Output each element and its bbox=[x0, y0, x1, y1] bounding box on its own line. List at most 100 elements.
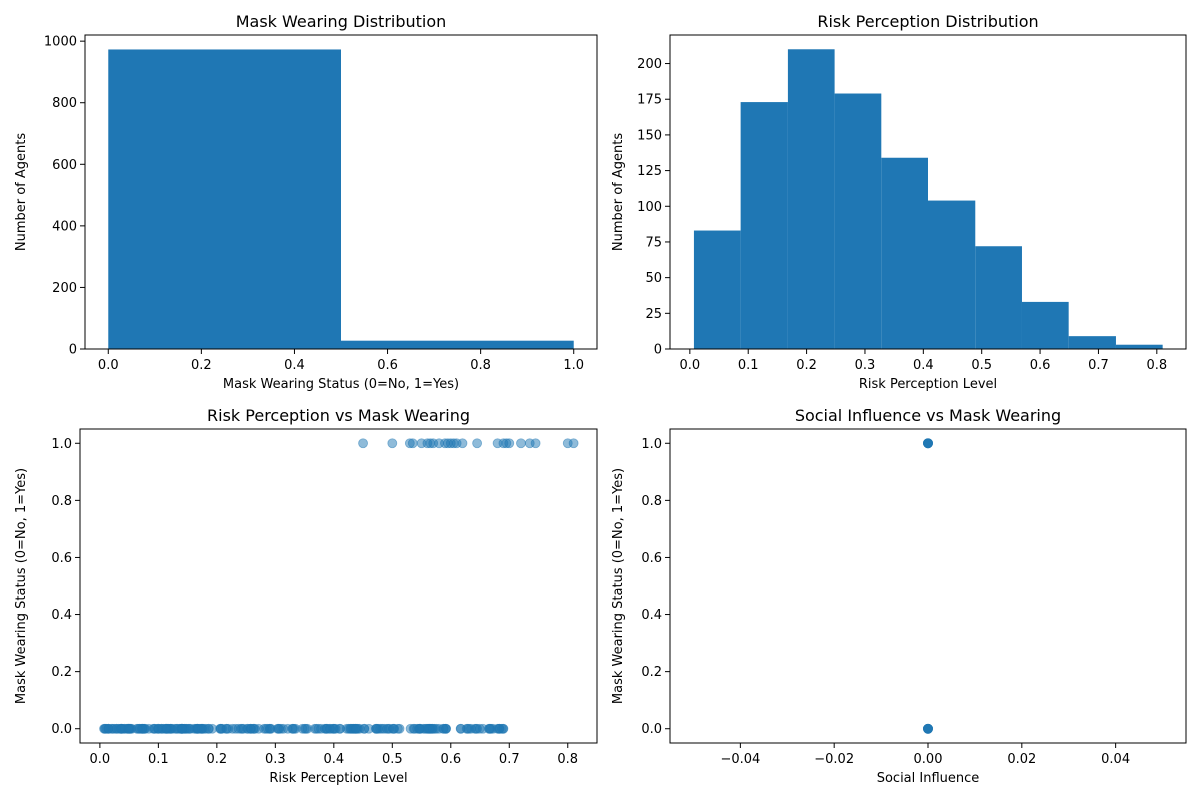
scatter-point bbox=[371, 723, 382, 734]
x-tick-label: −0.02 bbox=[814, 752, 854, 767]
scatter-point bbox=[262, 723, 273, 734]
histogram-bar bbox=[975, 246, 1022, 349]
x-tick-label: 0.4 bbox=[323, 752, 344, 767]
y-tick-label: 75 bbox=[645, 235, 662, 250]
y-tick-label: 1.0 bbox=[51, 437, 72, 452]
y-axis-label: Mask Wearing Status (0=No, 1=Yes) bbox=[14, 468, 29, 704]
scatter-point bbox=[230, 723, 241, 734]
scatter-point bbox=[474, 723, 485, 734]
x-axis-label: Risk Perception Level bbox=[269, 771, 407, 786]
scatter-point bbox=[568, 438, 579, 449]
histogram-bar bbox=[1115, 344, 1163, 349]
scatter-point bbox=[923, 438, 933, 449]
y-tick-label: 100 bbox=[637, 200, 662, 215]
panel-1: 0.0 0.2 0.4 0.6 0.8 1.0 0 200 400 600 800 1000 Mask … bbox=[14, 12, 598, 392]
x-tick-label: 0.4 bbox=[913, 358, 934, 373]
y-tick-label: 0.6 bbox=[641, 551, 662, 566]
x-tick-label: 0.2 bbox=[796, 358, 817, 373]
scatter-point bbox=[153, 723, 164, 734]
x-tick-label: 0.8 bbox=[470, 358, 491, 373]
x-tick-label: 0.04 bbox=[1101, 752, 1130, 767]
y-tick-label: 1.0 bbox=[641, 437, 662, 452]
y-tick-label: 0.2 bbox=[641, 665, 662, 680]
y-tick-label: 0.6 bbox=[51, 551, 72, 566]
y-tick-label: 125 bbox=[637, 164, 662, 179]
x-tick-label: 0.6 bbox=[377, 358, 398, 373]
x-axis-label: Social Influence bbox=[877, 771, 980, 786]
y-tick-label: 0.8 bbox=[51, 494, 72, 509]
histogram-bar bbox=[928, 200, 976, 349]
scatter-point bbox=[358, 438, 368, 449]
scatter-point bbox=[350, 723, 361, 734]
y-tick-label: 1000 bbox=[44, 35, 77, 50]
scatter-point bbox=[329, 723, 340, 734]
y-tick-label: 0.4 bbox=[641, 608, 662, 623]
x-tick-label: 0.8 bbox=[1146, 358, 1167, 373]
scatter-point bbox=[438, 723, 449, 734]
panels: 0.0 0.2 0.4 0.6 0.8 1.002004006008001000Mask … bbox=[14, 12, 1187, 786]
x-tick-label: 0.6 bbox=[1030, 358, 1051, 373]
x-tick-label: 0.0 bbox=[680, 358, 701, 373]
scatter-point bbox=[407, 438, 418, 449]
histogram-bar bbox=[834, 93, 882, 349]
x-tick-label: 0.2 bbox=[207, 752, 228, 767]
scatter-point bbox=[203, 723, 214, 734]
x-tick-label: 0.7 bbox=[499, 752, 520, 767]
x-tick-label: 0.02 bbox=[1007, 752, 1036, 767]
scatter-point bbox=[177, 723, 188, 734]
chart-title: Risk Perception vs Mask Wearing bbox=[207, 406, 470, 425]
scatter-point bbox=[273, 723, 284, 734]
scatter-point bbox=[498, 723, 509, 734]
x-tick-label: 0.7 bbox=[1088, 358, 1109, 373]
scatter-point bbox=[290, 723, 301, 734]
scatter-point bbox=[414, 723, 425, 734]
panel-2: 0.0 0.1 0.2 0.3 0.4 0.5 0.6 0.7 0.8 0 25 50 75 100 125… bbox=[611, 12, 1187, 392]
y-tick-label: 200 bbox=[637, 57, 662, 72]
y-tick-label: 400 bbox=[52, 219, 77, 234]
histogram-bar bbox=[1021, 301, 1069, 349]
scatter-point bbox=[311, 723, 322, 734]
chart-title: Risk Perception Distribution bbox=[817, 12, 1038, 31]
histogram-bar bbox=[1068, 336, 1116, 349]
scatter-point bbox=[427, 723, 438, 734]
y-axis-label: Number of Agents bbox=[611, 133, 626, 251]
y-tick-label: 600 bbox=[52, 158, 77, 173]
x-tick-label: 0.3 bbox=[855, 358, 876, 373]
axes-frame bbox=[669, 34, 1187, 350]
chart-title: Social Influence vs Mask Wearing bbox=[795, 406, 1061, 425]
y-axis-label: Number of Agents bbox=[14, 133, 29, 251]
y-tick-label: 0.2 bbox=[51, 665, 72, 680]
y-tick-label: 0.4 bbox=[51, 608, 72, 623]
x-tick-label: 1.0 bbox=[563, 358, 584, 373]
scatter-point bbox=[388, 723, 399, 734]
scatter-point bbox=[133, 723, 143, 734]
x-tick-label: 0.3 bbox=[265, 752, 286, 767]
x-axis-label: Risk Perception Level bbox=[859, 377, 997, 392]
scatter-point bbox=[530, 438, 541, 449]
panel-3: 0.0 0.1 0.2 0.3 0.4 0.5 0.6 0.7 0.8 0.0 0.2 0.4 0.6 0… bbox=[14, 406, 598, 786]
y-tick-label: 0.0 bbox=[51, 722, 72, 737]
scatter-point bbox=[387, 438, 398, 449]
x-tick-label: 0.00 bbox=[914, 752, 943, 767]
y-tick-label: 0 bbox=[69, 343, 77, 358]
scatter-point bbox=[115, 723, 126, 734]
x-tick-label: 0.0 bbox=[98, 358, 119, 373]
y-tick-label: 175 bbox=[637, 93, 662, 108]
x-tick-label: 0.1 bbox=[738, 358, 759, 373]
histogram-bar bbox=[108, 49, 341, 349]
x-tick-label: 0.1 bbox=[148, 752, 169, 767]
y-tick-label: 0 bbox=[654, 343, 662, 358]
x-tick-label: 0.0 bbox=[90, 752, 111, 767]
y-tick-label: 0.8 bbox=[641, 494, 662, 509]
histogram-bar bbox=[787, 49, 835, 349]
x-tick-label: 0.2 bbox=[191, 358, 212, 373]
x-tick-label: 0.4 bbox=[284, 358, 305, 373]
x-axis-label: Mask Wearing Status (0=No, 1=Yes) bbox=[223, 377, 459, 392]
axes-frame bbox=[84, 34, 598, 350]
x-tick-label: 0.6 bbox=[440, 752, 461, 767]
scatter-point bbox=[466, 723, 476, 734]
chart-title: Mask Wearing Distribution bbox=[236, 12, 447, 31]
histogram-bar bbox=[881, 157, 928, 349]
axes-frame bbox=[79, 428, 598, 744]
x-tick-label: 0.5 bbox=[971, 358, 992, 373]
